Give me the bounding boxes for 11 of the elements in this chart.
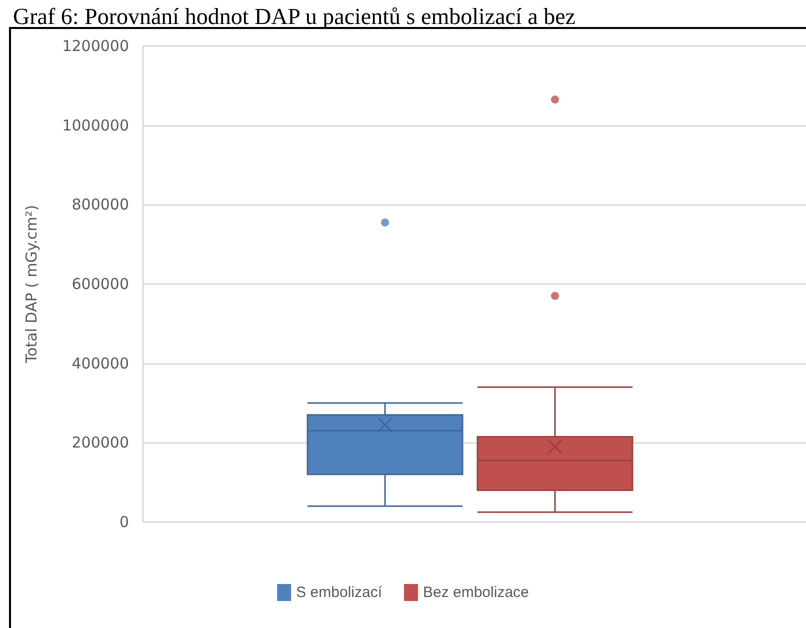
y-tick-label: 200000 [72, 434, 129, 452]
y-tick-label: 600000 [72, 275, 129, 293]
legend-label: S embolizací [296, 584, 383, 601]
y-tick-label: 1000000 [62, 116, 129, 134]
y-axis-title: Total DAP ( mGy.cm²) [22, 204, 40, 364]
legend-label: Bez embolizace [422, 584, 529, 601]
chart-title: Graf 6: Porovnání hodnot DAP u pacientů s embolizací a bez [13, 4, 576, 29]
y-tick-label: 0 [119, 513, 129, 531]
y-tick-label: 1200000 [62, 37, 129, 55]
y-tick-label: 800000 [72, 196, 129, 214]
y-tick-label: 400000 [72, 354, 129, 372]
